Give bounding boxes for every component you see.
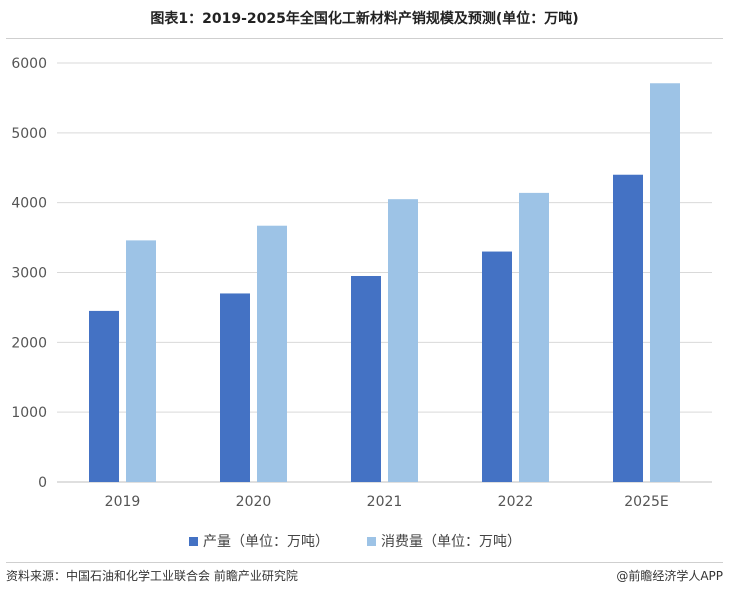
x-tick-label: 2021 [367, 494, 403, 510]
footer-divider [6, 562, 723, 563]
x-tick-label: 2020 [236, 494, 272, 510]
y-tick-label: 5000 [11, 126, 47, 142]
bar-consumption [650, 83, 680, 483]
y-axis-ticks: 0 1000 2000 3000 4000 5000 6000 [11, 56, 47, 491]
x-tick-label: 2022 [498, 494, 534, 510]
x-tick-label: 2019 [105, 494, 141, 510]
bar-consumption [519, 192, 549, 482]
y-tick-label: 0 [38, 475, 47, 491]
legend-label-consumption: 消费量（单位：万吨） [381, 534, 521, 550]
legend-item-output: 产量（单位：万吨） [189, 531, 329, 551]
title-divider [6, 38, 723, 39]
bar-output [613, 174, 643, 482]
legend-swatch-consumption [367, 536, 376, 546]
footer: 资料来源：中国石油和化学工业联合会 前瞻产业研究院 @前瞻经济学人APP [6, 567, 723, 587]
source-note: 资料来源：中国石油和化学工业联合会 前瞻产业研究院 [6, 569, 298, 583]
y-tick-label: 4000 [11, 196, 47, 212]
legend-label-output: 产量（单位：万吨） [203, 534, 329, 550]
bar-output [482, 251, 512, 482]
y-tick-label: 3000 [11, 266, 47, 282]
chart-title: 图表1：2019-2025年全国化工新材料产销规模及预测(单位：万吨) [150, 11, 579, 27]
y-tick-label: 1000 [11, 405, 47, 421]
y-tick-label: 2000 [11, 335, 47, 351]
bar-output [351, 275, 381, 482]
bars [89, 83, 680, 483]
legend: 产量（单位：万吨） 消费量（单位：万吨） [0, 531, 729, 551]
legend-swatch-output [189, 536, 198, 546]
bar-consumption [126, 240, 156, 482]
x-tick-label: 2025E [624, 494, 668, 510]
bar-consumption [388, 199, 418, 483]
y-tick-label: 6000 [11, 56, 47, 72]
legend-item-consumption: 消费量（单位：万吨） [367, 531, 521, 551]
bar-output [220, 293, 250, 482]
brand-credit: @前瞻经济学人APP [616, 569, 723, 583]
x-axis-ticks: 2019 2020 2021 2022 2025E [105, 494, 669, 510]
bar-consumption [257, 225, 287, 482]
bar-output [89, 310, 119, 482]
gridlines [57, 62, 712, 483]
